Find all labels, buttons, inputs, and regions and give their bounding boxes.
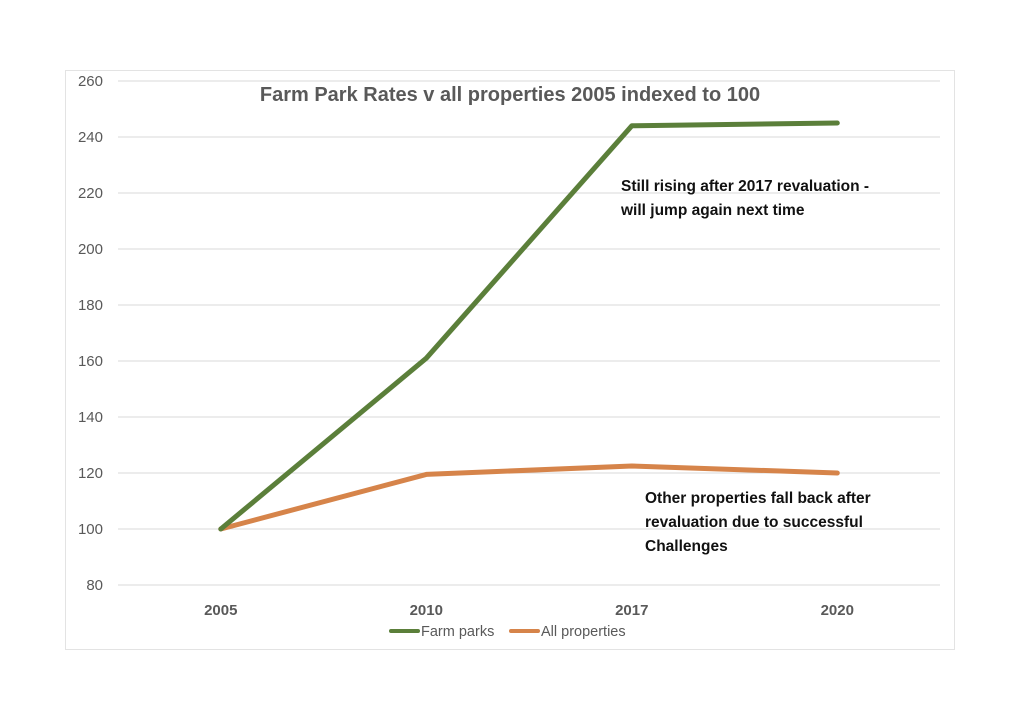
x-axis-ticks: 2005 2010 2017 2020 <box>204 602 854 619</box>
x-tick-label: 2020 <box>821 602 854 619</box>
y-tick-label: 80 <box>86 577 103 594</box>
x-tick-label: 2010 <box>410 602 443 619</box>
chart-title: Farm Park Rates v all properties 2005 in… <box>260 84 760 106</box>
chart-frame <box>65 70 955 650</box>
annotation-line: will jump again next time <box>620 202 805 219</box>
y-tick-label: 120 <box>78 465 103 482</box>
annotation-line: Other properties fall back after <box>645 490 871 507</box>
x-tick-label: 2017 <box>615 602 648 619</box>
series-line-farm-parks <box>218 120 840 532</box>
legend-label-all-properties: All properties <box>541 624 626 640</box>
annotation-line: Still rising after 2017 revaluation - <box>621 178 869 195</box>
y-tick-label: 140 <box>78 409 103 426</box>
y-tick-label: 200 <box>78 241 103 258</box>
annotation-line: revaluation due to successful <box>645 514 863 531</box>
annotation-all-properties: Other properties fall back after revalua… <box>645 490 875 555</box>
y-tick-label: 100 <box>78 521 103 538</box>
annotation-farm-parks: Still rising after 2017 revaluation - wi… <box>620 178 873 219</box>
legend: Farm parks All properties <box>389 624 626 640</box>
y-tick-label: 260 <box>78 73 103 90</box>
y-tick-label: 240 <box>78 129 103 146</box>
series-lines <box>218 120 840 532</box>
y-tick-label: 220 <box>78 185 103 202</box>
legend-label-farm-parks: Farm parks <box>421 624 494 640</box>
x-tick-label: 2005 <box>204 602 237 619</box>
annotation-line: Challenges <box>645 538 728 555</box>
gridlines <box>118 80 940 586</box>
series-line-all-properties <box>218 463 840 532</box>
y-axis-ticks: 80 100 120 140 160 180 200 220 240 260 <box>78 73 103 594</box>
y-tick-label: 180 <box>78 297 103 314</box>
y-tick-label: 160 <box>78 353 103 370</box>
